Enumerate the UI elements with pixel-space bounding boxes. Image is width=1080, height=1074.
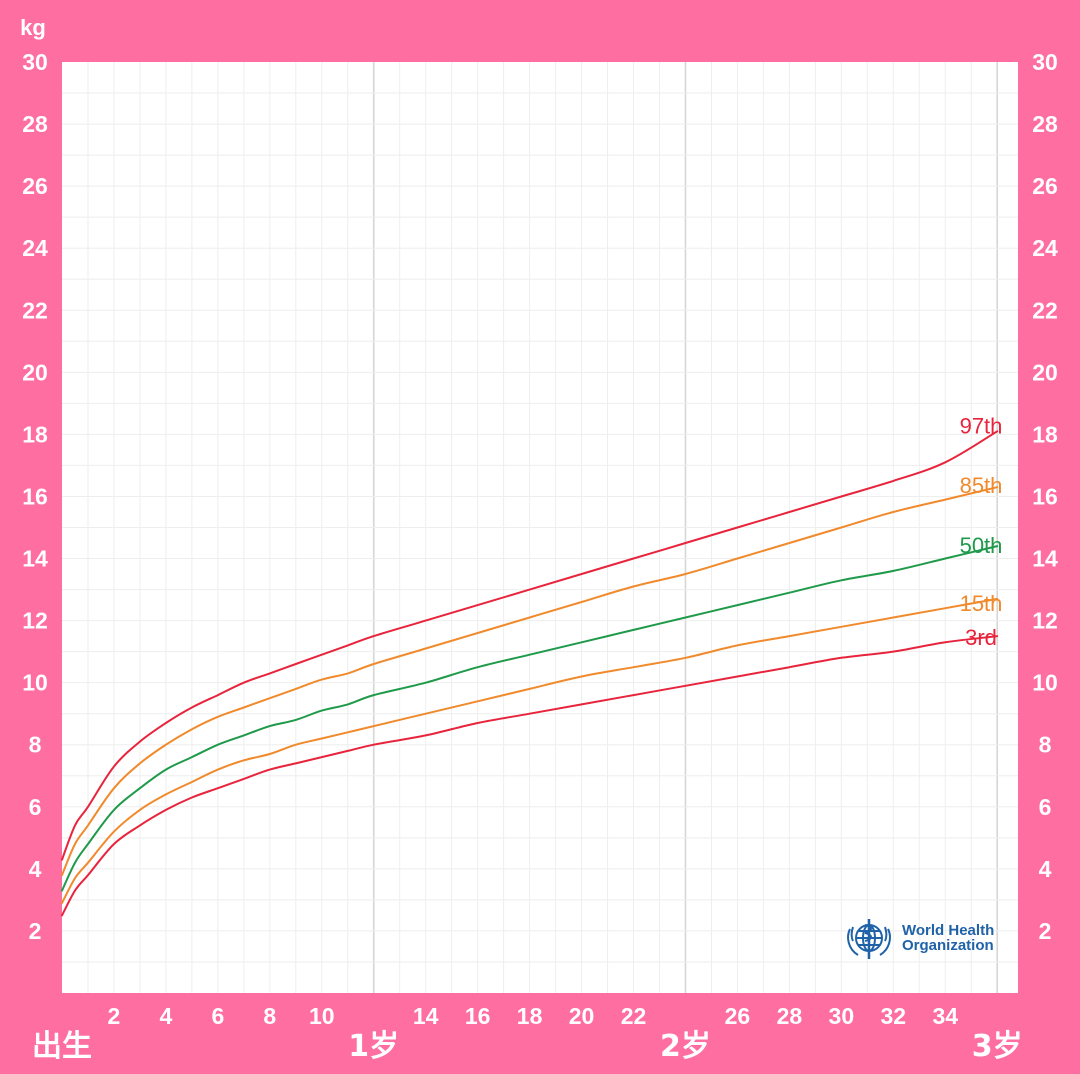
x-major-tick-label: 3岁 <box>972 1029 1023 1064</box>
y-unit-label: kg <box>20 15 46 40</box>
series-line-3rd <box>61 635 999 917</box>
y-tick-label-right: 8 <box>1039 732 1052 758</box>
y-tick-label-left: 6 <box>29 794 42 820</box>
y-tick-label-right: 10 <box>1032 670 1058 696</box>
x-tick-label: 30 <box>829 1003 855 1029</box>
y-tick-label-right: 14 <box>1032 546 1058 572</box>
y-tick-label-left: 8 <box>29 732 42 758</box>
x-tick-label: 28 <box>777 1003 803 1029</box>
series-label-3rd: 3rd <box>965 625 997 650</box>
y-tick-label-left: 20 <box>22 359 48 385</box>
x-tick-label: 22 <box>621 1003 647 1029</box>
y-tick-label-right: 12 <box>1032 608 1058 634</box>
y-tick-label-left: 24 <box>22 235 48 261</box>
y-tick-label-right: 2 <box>1039 918 1052 944</box>
y-tick-label-left: 12 <box>22 608 48 634</box>
y-tick-label-left: 10 <box>22 670 48 696</box>
y-tick-label-left: 16 <box>22 483 48 509</box>
y-tick-label-left: 4 <box>29 856 42 882</box>
x-tick-label: 20 <box>569 1003 595 1029</box>
x-tick-label: 2 <box>108 1003 121 1029</box>
y-tick-label-right: 6 <box>1039 794 1052 820</box>
x-major-tick-label: 1岁 <box>348 1029 399 1064</box>
x-tick-label: 34 <box>932 1003 958 1029</box>
y-tick-label-left: 22 <box>22 297 48 323</box>
series-label-97th: 97th <box>960 413 1003 438</box>
x-tick-label: 32 <box>881 1003 907 1029</box>
who-logo-line2: Organization <box>902 937 994 954</box>
series-line-15th <box>61 597 999 904</box>
y-tick-label-left: 2 <box>29 918 42 944</box>
x-tick-label: 14 <box>413 1003 439 1029</box>
series-line-50th <box>61 545 999 892</box>
series-label-85th: 85th <box>960 473 1003 498</box>
x-tick-label: 16 <box>465 1003 491 1029</box>
who-logo: World Health Organization <box>842 915 994 961</box>
x-tick-label: 26 <box>725 1003 751 1029</box>
y-tick-label-left: 26 <box>22 173 48 199</box>
y-tick-label-right: 26 <box>1032 173 1058 199</box>
who-logo-text: World Health Organization <box>902 923 994 953</box>
y-tick-label-right: 4 <box>1039 856 1052 882</box>
y-tick-label-left: 28 <box>22 111 48 137</box>
x-tick-label: 10 <box>309 1003 335 1029</box>
who-logo-line1: World Health <box>902 922 995 939</box>
x-tick-label: 6 <box>211 1003 224 1029</box>
who-emblem-icon <box>847 919 891 959</box>
x-tick-label: 8 <box>263 1003 276 1029</box>
x-tick-label: 18 <box>517 1003 543 1029</box>
y-tick-label-left: 18 <box>22 421 48 447</box>
x-tick-label: 4 <box>160 1003 173 1029</box>
y-tick-label-right: 22 <box>1032 297 1058 323</box>
series-line-85th <box>61 486 999 877</box>
y-tick-label-right: 18 <box>1032 421 1058 447</box>
y-tick-label-right: 16 <box>1032 483 1058 509</box>
series-label-15th: 15th <box>960 591 1003 616</box>
x-major-tick-label: 出生 <box>32 1029 92 1064</box>
y-tick-label-right: 30 <box>1032 49 1058 75</box>
x-major-tick-label: 2岁 <box>660 1029 711 1064</box>
y-tick-label-left: 14 <box>22 546 48 572</box>
y-tick-label-right: 24 <box>1032 235 1058 261</box>
y-tick-label-left: 30 <box>22 49 48 75</box>
y-tick-label-right: 20 <box>1032 359 1058 385</box>
series-line-97th <box>61 430 999 861</box>
series-label-50th: 50th <box>960 533 1003 558</box>
y-tick-label-right: 28 <box>1032 111 1058 137</box>
